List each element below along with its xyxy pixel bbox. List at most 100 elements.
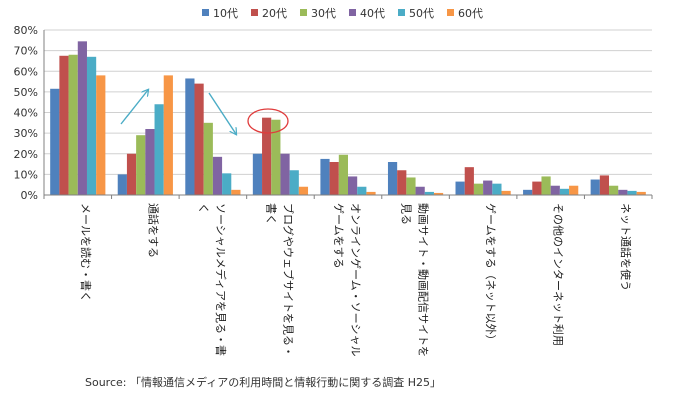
y-tick-label: 0% bbox=[21, 189, 38, 202]
x-category-label-line: ゲームをする bbox=[332, 203, 345, 269]
bar bbox=[424, 191, 434, 195]
bar bbox=[231, 189, 241, 195]
legend-swatch bbox=[202, 9, 209, 16]
bar bbox=[387, 162, 398, 195]
bar bbox=[298, 186, 309, 195]
bar bbox=[473, 183, 484, 195]
bar bbox=[348, 176, 358, 195]
legend-item: 50代 bbox=[398, 7, 434, 20]
bar bbox=[609, 185, 619, 195]
legend-label: 40代 bbox=[360, 7, 385, 20]
bar bbox=[68, 54, 78, 195]
highlight-circle bbox=[247, 108, 289, 134]
bar bbox=[262, 117, 272, 195]
x-category-label-line: ゲームをする（ネット以外） bbox=[484, 203, 497, 346]
x-category-label-line: オンラインゲーム・ソーシャル bbox=[349, 203, 362, 356]
trend-arrow-up bbox=[120, 90, 148, 125]
y-tick-label: 60% bbox=[14, 65, 38, 78]
bar bbox=[126, 153, 137, 195]
x-category-label-line: 書く bbox=[264, 203, 278, 225]
category-labels: メールを読む・書く 通話をする ソーシャルメディアを見る・書く ブログやウェブサイトを… bbox=[79, 203, 633, 357]
bar bbox=[618, 189, 628, 195]
bar bbox=[203, 122, 213, 195]
bar bbox=[569, 185, 579, 195]
legend: 10代 20代 30代 40代 50代 60代 bbox=[202, 7, 483, 20]
bar bbox=[433, 192, 444, 195]
source-note: Source: 「情報通信メディアの利用時間と情報行動に関する調査 H25」 bbox=[85, 376, 441, 389]
bar bbox=[280, 153, 290, 195]
bar bbox=[415, 186, 425, 195]
legend-item: 40代 bbox=[349, 7, 385, 20]
y-tick-label: 50% bbox=[14, 86, 38, 99]
x-category-label-line: ブログやウェブサイトを見る・ bbox=[281, 203, 295, 357]
legend-label: 60代 bbox=[458, 7, 483, 20]
legend-swatch bbox=[398, 9, 405, 16]
bar bbox=[145, 129, 155, 195]
bar bbox=[492, 183, 502, 195]
x-category-label: ネット通話を使う bbox=[619, 203, 633, 291]
x-category-label: その他のインターネット利用 bbox=[552, 203, 565, 346]
x-category-label-line: メールを読む・書く bbox=[79, 203, 93, 302]
bar bbox=[599, 175, 610, 195]
legend-swatch bbox=[447, 9, 454, 16]
legend-item: 30代 bbox=[300, 7, 336, 20]
bar bbox=[77, 41, 87, 196]
bar bbox=[366, 191, 376, 195]
bar bbox=[627, 190, 637, 196]
legend-item: 20代 bbox=[251, 7, 287, 20]
bar bbox=[559, 188, 570, 195]
bar bbox=[117, 174, 127, 196]
bar bbox=[59, 55, 69, 195]
trend-arrow-down bbox=[208, 92, 236, 134]
annotations bbox=[120, 90, 289, 134]
x-category-label: ゲームをする（ネット以外） bbox=[484, 203, 497, 346]
x-category-label-line: ソーシャルメディアを見る・書 bbox=[214, 203, 228, 356]
bar bbox=[194, 83, 204, 195]
bar bbox=[590, 179, 600, 195]
bar bbox=[154, 104, 164, 195]
legend-swatch bbox=[251, 9, 258, 16]
bar bbox=[532, 181, 542, 195]
bar bbox=[464, 167, 474, 195]
bar bbox=[86, 56, 97, 196]
bar bbox=[212, 156, 223, 195]
bar bbox=[397, 170, 407, 195]
x-category-label-line: ネット通話を使う bbox=[619, 203, 633, 291]
y-tick-label: 30% bbox=[14, 127, 38, 140]
y-tick-label: 70% bbox=[14, 45, 38, 58]
x-category-label: ブログやウェブサイトを見る・書く bbox=[264, 203, 295, 357]
x-category-label-line: く bbox=[197, 203, 210, 214]
x-category-label: 通話をする bbox=[146, 203, 160, 258]
x-category-label-line: その他のインターネット利用 bbox=[552, 203, 565, 346]
bar bbox=[338, 154, 348, 195]
bar bbox=[271, 119, 281, 195]
bar bbox=[320, 158, 330, 195]
legend-label: 10代 bbox=[213, 7, 238, 20]
y-tick-label: 10% bbox=[14, 168, 38, 181]
y-tick-label: 80% bbox=[14, 24, 38, 37]
bar bbox=[501, 190, 511, 196]
legend-label: 20代 bbox=[262, 7, 287, 20]
legend-swatch bbox=[349, 9, 356, 16]
legend-swatch bbox=[300, 9, 307, 16]
bar bbox=[50, 88, 60, 195]
gridlines bbox=[44, 29, 652, 175]
bar bbox=[523, 189, 533, 195]
bar bbox=[289, 170, 299, 195]
y-tick-label: 40% bbox=[14, 107, 38, 120]
bar bbox=[185, 78, 195, 195]
x-category-label: ソーシャルメディアを見る・書く bbox=[197, 203, 228, 356]
y-tick-label: 20% bbox=[14, 148, 38, 161]
bar bbox=[96, 75, 106, 196]
bar bbox=[483, 180, 493, 195]
bars bbox=[50, 41, 646, 196]
bar bbox=[406, 177, 416, 195]
bar bbox=[357, 186, 367, 195]
bar bbox=[541, 176, 551, 195]
x-category-label-line: 動画サイト・動画配信サイトを bbox=[417, 203, 431, 357]
bar bbox=[455, 181, 465, 195]
bar bbox=[163, 75, 173, 196]
